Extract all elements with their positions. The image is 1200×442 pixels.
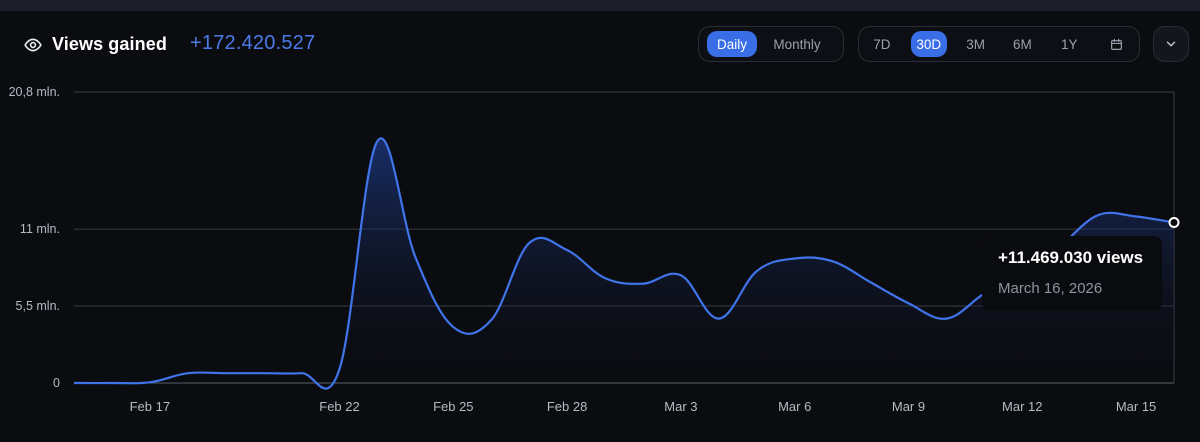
top-bar — [0, 0, 1200, 11]
options-dropdown-button[interactable] — [1153, 26, 1189, 62]
chart-tooltip: +11.469.030 views March 16, 2026 — [982, 236, 1162, 311]
monthly-button[interactable]: Monthly — [773, 36, 821, 52]
x-tick-label: Mar 9 — [892, 399, 925, 414]
granularity-toggle: Daily Monthly — [698, 26, 844, 62]
chart-title: Views gained — [52, 34, 167, 54]
daily-button[interactable]: Daily — [707, 31, 757, 57]
chevron-down-icon — [1166, 41, 1176, 47]
x-tick-label: Mar 12 — [1002, 399, 1042, 414]
range-1y-button[interactable]: 1Y — [1060, 36, 1078, 52]
range-7d-button[interactable]: 7D — [873, 36, 891, 52]
eye-icon — [24, 36, 42, 54]
x-tick-label: Mar 3 — [664, 399, 697, 414]
range-3m-button[interactable]: 3M — [966, 36, 985, 52]
x-tick-label: Feb 17 — [130, 399, 170, 414]
tooltip-date: March 16, 2026 — [998, 280, 1103, 297]
range-selector: 7D 30D 3M 6M 1Y — [858, 26, 1140, 62]
tooltip-value: +11.469.030 views — [998, 248, 1144, 267]
y-tick-label: 20,8 mln. — [9, 85, 60, 99]
y-tick-label: 11 mln. — [20, 222, 60, 236]
calendar-icon — [1110, 38, 1122, 50]
y-tick-label: 5,5 mln. — [16, 299, 60, 313]
x-tick-label: Feb 28 — [547, 399, 587, 414]
x-tick-label: Feb 22 — [319, 399, 359, 414]
range-30d-button[interactable]: 30D — [910, 31, 947, 57]
x-tick-label: Mar 6 — [778, 399, 811, 414]
hover-point-marker — [1168, 217, 1180, 229]
y-tick-label: 0 — [53, 376, 60, 390]
x-tick-label: Mar 15 — [1116, 399, 1156, 414]
calendar-button[interactable] — [1098, 31, 1134, 57]
range-6m-button[interactable]: 6M — [1013, 36, 1032, 52]
total-views-value: +172.420.527 — [190, 32, 316, 54]
chart-header: Views gained — [24, 34, 167, 55]
series-line — [73, 137, 1175, 390]
x-tick-label: Feb 25 — [433, 399, 473, 414]
